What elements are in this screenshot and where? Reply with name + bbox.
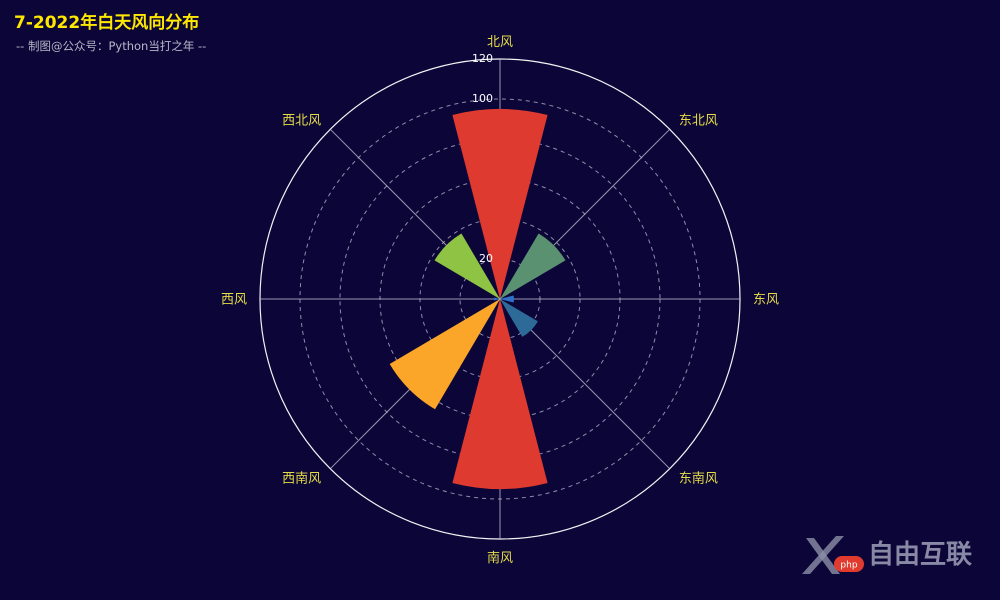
petal-7[interactable] <box>434 233 500 299</box>
radial-tick-label: 120 <box>472 52 493 65</box>
watermark-logo: php 自由互联 <box>802 536 972 574</box>
petal-6[interactable] <box>493 297 500 301</box>
radial-tick-labels: 20 100 120 <box>472 52 493 265</box>
petal-2[interactable] <box>500 295 514 303</box>
angle-label-4: 南风 <box>487 550 513 566</box>
angle-label-0: 北风 <box>487 35 513 50</box>
petal-0[interactable] <box>452 108 548 299</box>
svg-text:php: php <box>840 561 857 571</box>
angle-label-3: 东南风 <box>679 470 718 486</box>
angle-label-1: 东北风 <box>679 114 718 129</box>
angle-label-7: 西北风 <box>282 114 321 129</box>
petal-1[interactable] <box>500 233 566 299</box>
angle-label-6: 西风 <box>221 293 247 308</box>
radial-tick-label: 100 <box>472 92 493 105</box>
chart-title: 7-2022年白天风向分布 <box>14 13 200 33</box>
petal-4[interactable] <box>452 299 548 490</box>
petal-series <box>389 108 566 490</box>
petal-5[interactable] <box>389 299 500 410</box>
angle-label-5: 西南风 <box>282 470 321 486</box>
chart-subtitle: -- 制图@公众号：Python当打之年 -- <box>16 39 207 53</box>
watermark-text: 自由互联 <box>868 539 972 570</box>
angle-label-2: 东风 <box>753 293 779 308</box>
radial-tick-label: 20 <box>479 252 493 265</box>
petal-3[interactable] <box>500 299 538 337</box>
